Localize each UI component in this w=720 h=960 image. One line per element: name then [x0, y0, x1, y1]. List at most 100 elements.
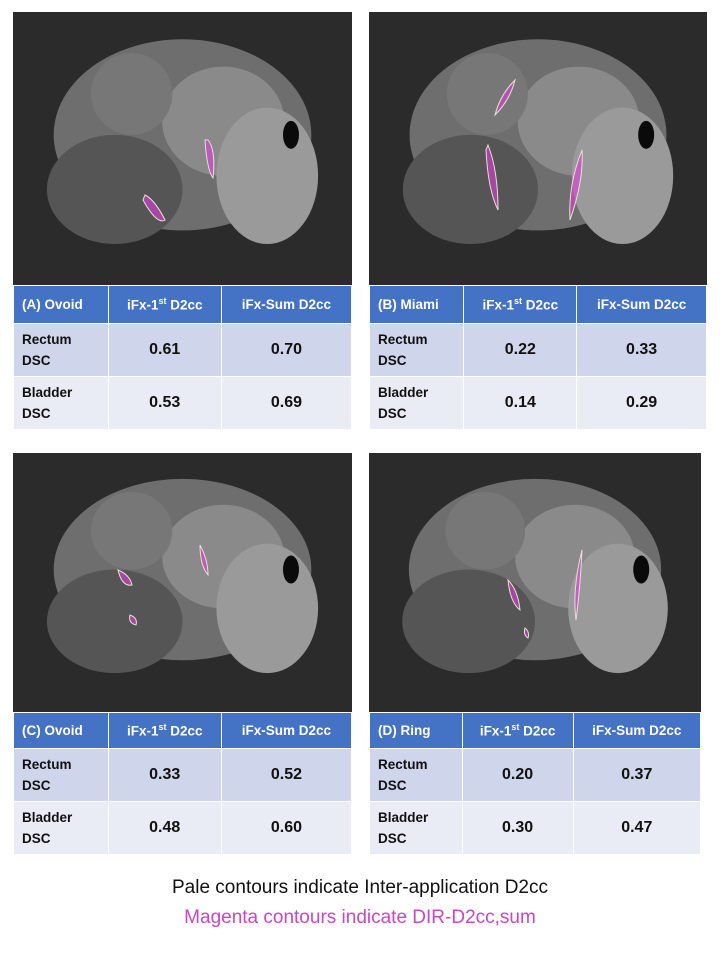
ct-image [13, 453, 352, 712]
panel: (B) Miami iFx-1st D2cc iFx-Sum D2cc Rectum D… [368, 12, 707, 430]
ct-image [13, 12, 352, 285]
air [282, 120, 299, 149]
header-row: (B) Miami iFx-1st D2cc iFx-Sum D2cc [368, 285, 707, 324]
header-text: D2cc [166, 297, 203, 313]
header-text: iFx-1 [126, 297, 159, 313]
air [638, 120, 655, 149]
row-label-line: Rectum [378, 757, 428, 772]
row-label: Rectum DSC [369, 748, 463, 802]
contour [204, 139, 215, 180]
row-label-line: Rectum [378, 332, 428, 347]
value-cell: 0.29 [576, 376, 707, 430]
header-row: (C) Ovoid iFx-1st D2cc iFx-Sum D2cc [13, 712, 353, 749]
anatomy [445, 491, 526, 570]
value-cell: 0.53 [107, 376, 222, 430]
row: Bladder DSC 0.48 0.60 [13, 801, 353, 855]
anatomy [402, 569, 535, 674]
row-label: Bladder DSC [369, 801, 463, 855]
row: Bladder DSC 0.53 0.69 [13, 376, 353, 430]
contour [142, 194, 166, 222]
row-label-line: DSC [378, 406, 407, 421]
contour [117, 569, 133, 586]
value-cell: 0.69 [220, 376, 353, 430]
value-cell: 0.70 [220, 323, 353, 377]
contour [574, 549, 583, 621]
row-label-line: Bladder [378, 385, 429, 400]
value-cell: 0.47 [572, 801, 702, 855]
row-label: Rectum DSC [13, 323, 109, 377]
row: Bladder DSC 0.14 0.29 [368, 376, 707, 430]
header-row: (D) Ring iFx-1st D2cc iFx-Sum D2cc [369, 712, 702, 749]
row: Rectum DSC 0.33 0.52 [13, 748, 353, 802]
row-label-line: DSC [378, 353, 407, 368]
header-cell: (A) Ovoid [13, 285, 109, 324]
header-cell: iFx-Sum D2cc [220, 285, 353, 324]
header-sup: st [158, 296, 167, 307]
anatomy [446, 52, 528, 135]
header-text: D2cc [519, 723, 556, 739]
air [282, 555, 299, 584]
panel: (A) Ovoid iFx-1st D2cc iFx-Sum D2cc Rectum D… [13, 12, 353, 430]
anatomy [402, 134, 538, 245]
row: Rectum DSC 0.22 0.33 [368, 323, 707, 377]
row-label-line: DSC [22, 831, 51, 846]
air [633, 555, 650, 584]
contour [523, 627, 530, 639]
header-cell: (D) Ring [369, 712, 463, 749]
panel: (C) Ovoid iFx-1st D2cc iFx-Sum D2cc Rectum D… [13, 453, 353, 855]
value-cell: 0.14 [463, 376, 578, 430]
header-text: iFx-1 [479, 723, 512, 739]
value-cell: 0.33 [107, 748, 222, 802]
value-cell: 0.48 [107, 801, 222, 855]
value-cell: 0.60 [220, 801, 353, 855]
header-cell: iFx-1st D2cc [107, 285, 222, 324]
anatomy [216, 107, 319, 245]
value-cell: 0.61 [107, 323, 222, 377]
row-label: Bladder DSC [368, 376, 465, 430]
anatomy [568, 543, 668, 674]
ct-image [369, 12, 707, 285]
value-cell: 0.20 [461, 748, 574, 802]
contour [199, 544, 209, 577]
anatomy [90, 491, 173, 570]
row-label-line: Rectum [22, 332, 72, 347]
header-text: D2cc [522, 297, 559, 313]
header-cell: (B) Miami [368, 285, 465, 324]
dsc-table: (A) Ovoid iFx-1st D2cc iFx-Sum D2cc Rectum D… [13, 285, 353, 430]
contour [569, 149, 583, 221]
anatomy [46, 134, 183, 245]
anatomy [216, 543, 319, 674]
header-cell: iFx-Sum D2cc [572, 712, 702, 749]
header-cell: iFx-1st D2cc [461, 712, 574, 749]
row-label-line: DSC [22, 406, 51, 421]
row-label-line: Bladder [22, 810, 73, 825]
header-cell: iFx-Sum D2cc [576, 285, 707, 324]
dsc-table: (D) Ring iFx-1st D2cc iFx-Sum D2cc Rectum DS… [369, 712, 702, 855]
header-text: iFx-1 [126, 723, 159, 739]
row: Rectum DSC 0.20 0.37 [369, 748, 702, 802]
row-label-line: Bladder [378, 810, 429, 825]
contour [485, 143, 499, 211]
row-label: Rectum DSC [13, 748, 109, 802]
anatomy [46, 569, 183, 674]
contour [129, 614, 137, 626]
header-cell: iFx-1st D2cc [463, 285, 578, 324]
value-cell: 0.33 [576, 323, 707, 377]
header-sup: st [158, 722, 167, 733]
caption-line: Magenta contours indicate DIR-D2cc,sum [184, 907, 536, 928]
row-label-line: DSC [22, 778, 51, 793]
header-row: (A) Ovoid iFx-1st D2cc iFx-Sum D2cc [13, 285, 353, 324]
dsc-table: (C) Ovoid iFx-1st D2cc iFx-Sum D2cc Rectum D… [13, 712, 353, 855]
row: Bladder DSC 0.30 0.47 [369, 801, 702, 855]
row-label-line: Rectum [22, 757, 72, 772]
header-sup: st [514, 296, 523, 307]
caption-line: Pale contours indicate Inter-application… [172, 877, 548, 898]
contour [494, 78, 516, 117]
dsc-table: (B) Miami iFx-1st D2cc iFx-Sum D2cc Rectum D… [368, 285, 707, 430]
ct-image [369, 453, 701, 712]
anatomy [90, 52, 173, 135]
row-label: Bladder DSC [13, 376, 109, 430]
header-text: D2cc [166, 723, 203, 739]
header-text: iFx-1 [482, 297, 515, 313]
